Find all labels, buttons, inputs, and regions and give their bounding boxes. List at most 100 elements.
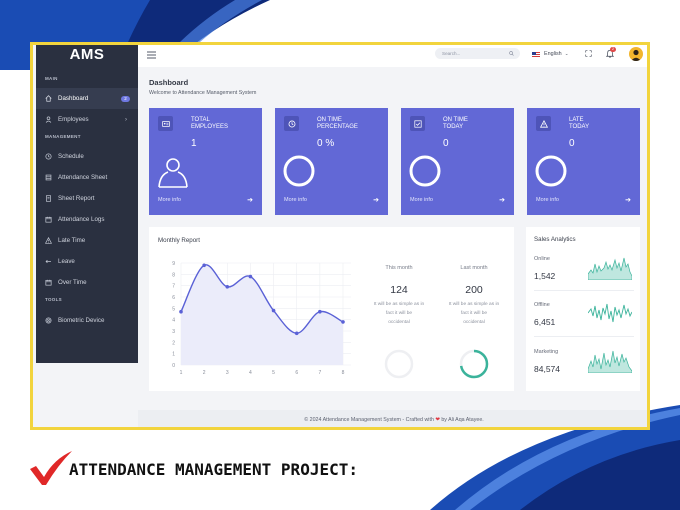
y-tick-label: 1	[172, 352, 175, 358]
y-tick-label: 8	[172, 272, 175, 278]
card-value: 0 %	[317, 138, 335, 149]
sidebar-item-label: Leave	[58, 258, 75, 265]
x-tick-label: 5	[272, 370, 275, 376]
chevron-down-icon: ⌄	[564, 51, 569, 56]
card-on-time-today: ON TIME TODAY 0 More info ➔	[401, 108, 514, 215]
sidebar-item-label: Employees	[58, 116, 89, 123]
project-caption: ATTENDANCE MANAGEMENT PROJECT:	[69, 460, 358, 479]
monthly-report-title: Monthly Report	[158, 237, 200, 244]
app-logo: AMS	[69, 46, 105, 63]
clock-icon	[284, 116, 299, 131]
sales-row-value: 84,574	[534, 364, 560, 374]
series-area	[181, 264, 343, 365]
sidebar-item-sheet-report[interactable]: Sheet Report	[36, 188, 138, 209]
warning-icon	[536, 116, 551, 131]
y-tick-label: 4	[172, 318, 175, 324]
footer-author: by Ali Aqa Atayee.	[441, 417, 484, 423]
search-input[interactable]: Search...	[435, 48, 520, 59]
online-sparkline	[588, 257, 632, 280]
last-month-note: It will be as simple as in fact it will b…	[448, 302, 500, 325]
card-value: 0	[569, 138, 575, 149]
more-info-link[interactable]: More info	[158, 197, 181, 203]
x-tick-label: 7	[318, 370, 321, 376]
data-point	[202, 263, 206, 268]
sidebar-item-biometric-device[interactable]: Biometric Device	[36, 310, 138, 331]
divider	[534, 336, 634, 337]
sales-row-value: 1,542	[534, 271, 556, 281]
sidebar-item-leave[interactable]: Leave	[36, 251, 138, 272]
notification-badge: 2	[610, 47, 616, 52]
this-month-progress-ring	[384, 349, 414, 379]
search-icon	[509, 51, 514, 56]
arrow-right-icon[interactable]: ➔	[373, 197, 379, 204]
sales-analytics-panel: Sales Analytics Online 1,542 Offline 6,4…	[526, 227, 640, 391]
ring-progress	[459, 349, 489, 379]
footer-text: © 2024 Attendance Management System - Cr…	[304, 417, 434, 423]
page-subtitle: Welcome to Attendance Management System	[149, 90, 257, 96]
calendar-icon	[45, 216, 52, 223]
menu-toggle-icon[interactable]	[147, 51, 156, 59]
y-tick-label: 9	[172, 261, 175, 267]
sidebar-item-label: Schedule	[58, 153, 84, 160]
y-tick-label: 0	[172, 363, 175, 369]
warning-icon	[45, 237, 52, 244]
marketing-sparkline	[588, 350, 632, 373]
sidebar-item-dashboard[interactable]: Dashboard 2	[36, 88, 138, 109]
this-month-label: This month	[385, 265, 413, 271]
exit-icon	[45, 258, 52, 265]
card-total-employees: TOTAL EMPLOYEES 1 More info ➔	[149, 108, 262, 215]
progress-ring	[409, 155, 441, 187]
progress-ring	[283, 155, 315, 187]
sidebar-item-label: Attendance Sheet	[58, 174, 108, 181]
card-late-today: LATE TODAY 0 More info ➔	[527, 108, 640, 215]
fingerprint-icon	[45, 317, 52, 324]
page-title: Dashboard	[149, 78, 189, 87]
sidebar-section-tools: TOOLS	[45, 297, 62, 302]
progress-ring	[535, 155, 567, 187]
user-silhouette-icon	[158, 158, 188, 188]
sidebar-item-attendance-logs[interactable]: Attendance Logs	[36, 209, 138, 230]
home-icon	[45, 95, 52, 102]
data-point	[318, 309, 322, 314]
y-tick-label: 5	[172, 306, 175, 312]
sidebar-section-management: MANAGEMENT	[45, 134, 81, 139]
id-card-icon	[158, 116, 173, 131]
chevron-right-icon: ›	[125, 116, 127, 123]
sidebar-item-late-time[interactable]: Late Time	[36, 230, 138, 251]
sidebar-item-over-time[interactable]: Over Time	[36, 272, 138, 293]
calendar-icon	[45, 279, 52, 286]
language-selector[interactable]: English ⌄	[532, 49, 568, 59]
dashboard-badge: 2	[121, 95, 130, 102]
sidebar-item-label: Late Time	[58, 237, 86, 244]
fullscreen-icon[interactable]	[585, 50, 592, 57]
avatar[interactable]	[629, 47, 643, 61]
arrow-right-icon[interactable]: ➔	[499, 197, 505, 204]
card-label: TOTAL EMPLOYEES	[191, 117, 229, 130]
arrow-right-icon[interactable]: ➔	[247, 197, 253, 204]
card-label: ON TIME PERCENTAGE	[317, 117, 358, 130]
x-tick-label: 2	[203, 370, 206, 376]
more-info-link[interactable]: More info	[284, 197, 307, 203]
sidebar-item-label: Sheet Report	[58, 195, 95, 202]
card-on-time-percentage: ON TIME PERCENTAGE 0 % More info ➔	[275, 108, 388, 215]
sheet-icon	[45, 174, 52, 181]
checkmark-icon	[30, 451, 72, 485]
dashboard-screenshot: AMS MAIN Dashboard 2 Employees › MANAGEM…	[30, 42, 650, 430]
more-info-link[interactable]: More info	[410, 197, 433, 203]
last-month-value: 200	[465, 284, 483, 296]
more-info-link[interactable]: More info	[536, 197, 559, 203]
sidebar-item-employees[interactable]: Employees ›	[36, 109, 138, 130]
us-flag-icon	[532, 51, 540, 57]
user-icon	[45, 116, 52, 123]
sidebar-item-schedule[interactable]: Schedule	[36, 146, 138, 167]
y-tick-label: 7	[172, 284, 175, 290]
card-value: 1	[191, 138, 197, 149]
y-tick-label: 3	[172, 329, 175, 335]
x-tick-label: 8	[342, 370, 345, 376]
data-point	[294, 331, 299, 336]
arrow-right-icon[interactable]: ➔	[625, 197, 631, 204]
last-month-progress-ring	[459, 349, 489, 379]
card-value: 0	[443, 138, 449, 149]
sidebar-item-attendance-sheet[interactable]: Attendance Sheet	[36, 167, 138, 188]
